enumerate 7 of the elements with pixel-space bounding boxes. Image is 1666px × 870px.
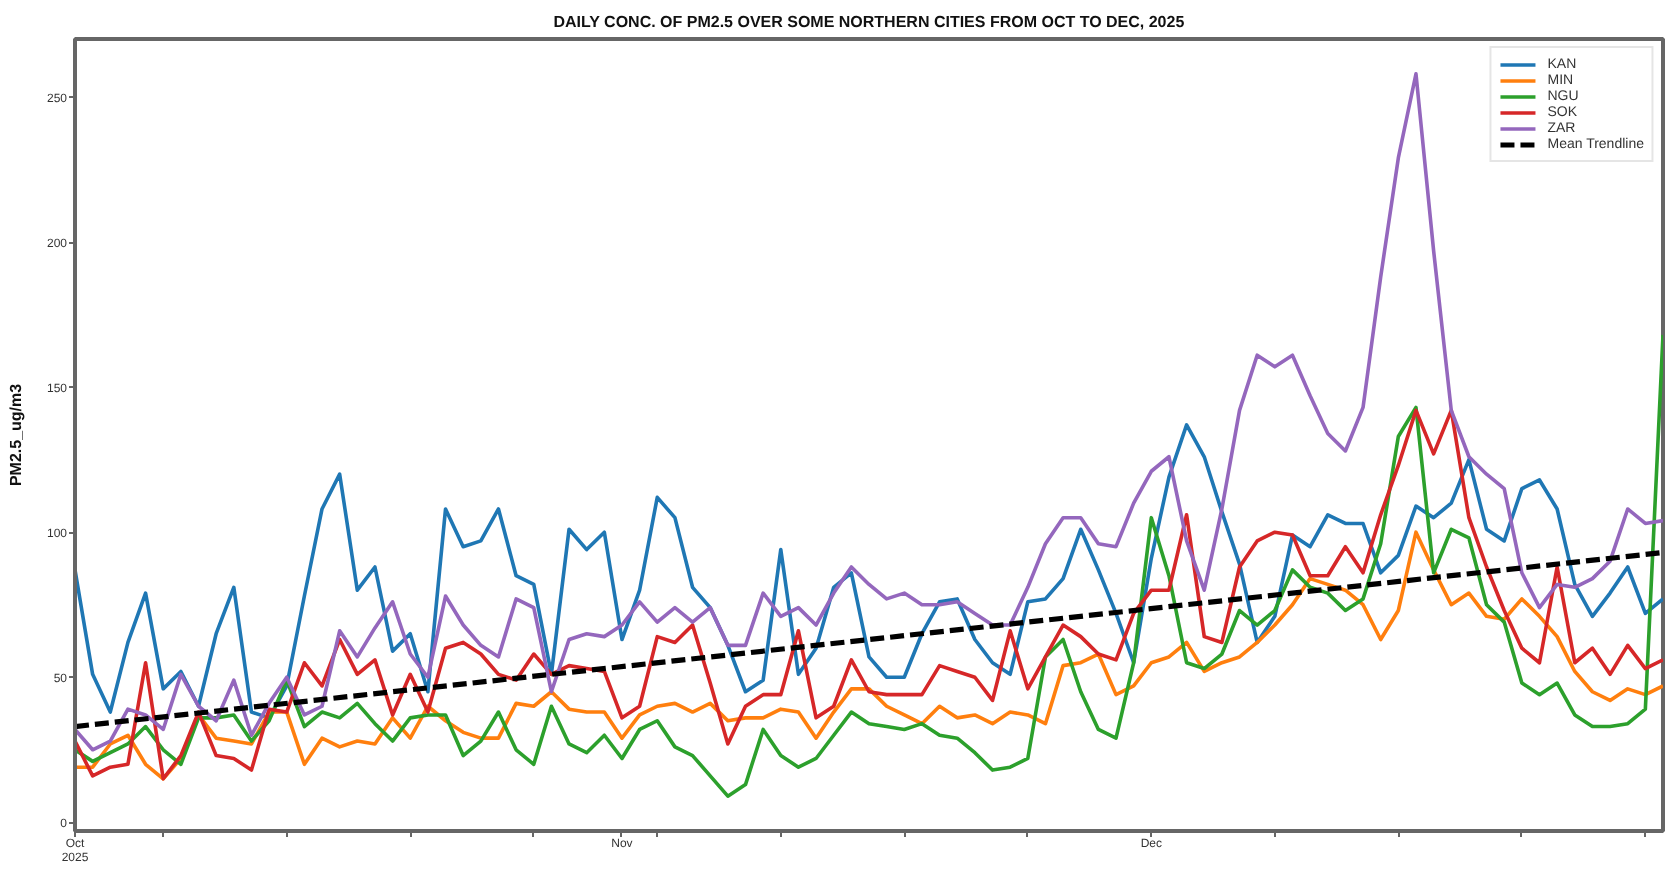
- line-series: [75, 530, 1663, 781]
- chart-title: DAILY CONC. OF PM2.5 OVER SOME NORTHERN CITIES FROM OCT TO DEC, 2025: [553, 13, 1186, 31]
- line-series: [75, 333, 1663, 798]
- line-series: [75, 408, 1663, 781]
- line-series: [75, 423, 1663, 720]
- y-axis-title: PM2.5_ug/m3: [6, 382, 25, 487]
- line-series: [75, 72, 1663, 752]
